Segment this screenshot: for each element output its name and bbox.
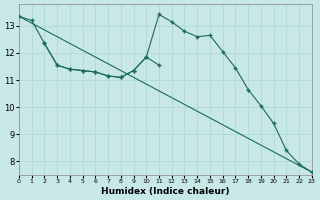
X-axis label: Humidex (Indice chaleur): Humidex (Indice chaleur) [101,187,230,196]
